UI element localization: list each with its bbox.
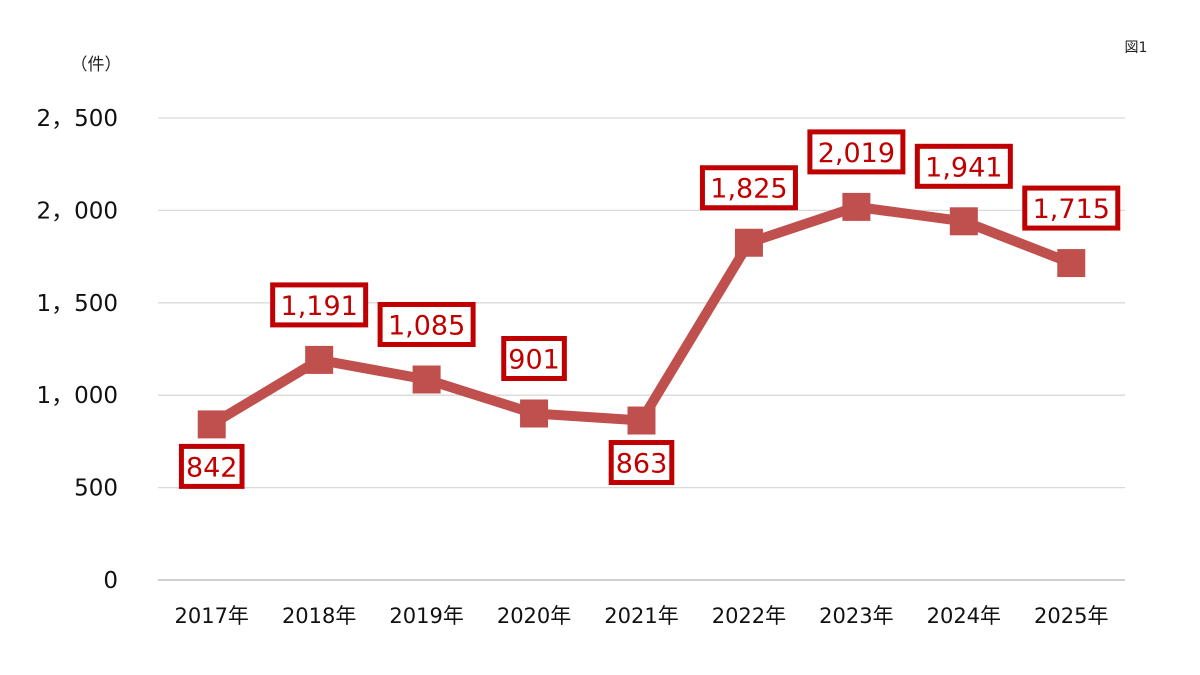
y-axis-unit: （件） <box>71 55 122 75</box>
data-label-text: 1,825 <box>710 174 787 205</box>
data-label-box <box>1022 185 1121 231</box>
data-label-text: 1,715 <box>1033 194 1110 225</box>
y-axis-ticks: 0 500 1，000 1，500 2，000 2，500 <box>36 106 118 594</box>
x-tick-label: 2023年 <box>819 604 893 628</box>
data-point <box>1057 249 1086 278</box>
data-label: 1,941 <box>914 143 1013 189</box>
y-tick-label: 500 <box>74 476 118 502</box>
data-label-box <box>807 129 906 175</box>
data-label: 901 <box>501 335 567 381</box>
data-label-text: 901 <box>508 344 560 375</box>
x-axis-ticks: 2017年 2018年 2019年 2020年 2021年 2022年 2023年 2024年… <box>174 604 1108 628</box>
data-label-text: 1,085 <box>388 310 465 341</box>
x-tick-label: 2018年 <box>282 604 356 628</box>
x-tick-label: 2020年 <box>497 604 571 628</box>
data-label-box <box>699 165 798 211</box>
data-point <box>627 406 656 435</box>
data-label-text: 1,941 <box>925 152 1002 183</box>
data-label-box <box>270 282 369 328</box>
data-label: 1,191 <box>270 282 369 328</box>
data-label-text: 2,019 <box>818 138 895 169</box>
series-group <box>197 192 1086 439</box>
x-tick-label: 2017年 <box>174 604 248 628</box>
y-tick-label: 1，000 <box>36 383 118 409</box>
data-label-box <box>608 440 675 486</box>
y-tick-label: 2，500 <box>36 106 118 132</box>
data-label: 863 <box>608 440 675 486</box>
figure-label: 図1 <box>1125 40 1148 56</box>
y-tick-label: 1，500 <box>36 291 118 317</box>
data-label: 2,019 <box>807 129 906 175</box>
y-tick-label: 2，000 <box>36 198 118 224</box>
data-label: 842 <box>178 443 245 489</box>
x-tick-label: 2021年 <box>604 604 678 628</box>
data-label-box <box>501 335 567 381</box>
data-label-box <box>377 301 476 347</box>
x-tick-label: 2024年 <box>927 604 1001 628</box>
y-tick-label: 0 <box>103 568 118 594</box>
data-point <box>734 228 763 257</box>
x-tick-label: 2022年 <box>712 604 786 628</box>
data-point <box>520 399 549 428</box>
data-point <box>412 365 441 394</box>
data-labels: 842 1,191 1,085 901 863 1,825 2,019 1,941 1,715 <box>178 129 1121 489</box>
data-label-box <box>178 443 245 489</box>
data-label-box <box>914 143 1013 189</box>
x-tick-label: 2025年 <box>1034 604 1108 628</box>
x-tick-label: 2019年 <box>389 604 463 628</box>
data-point <box>197 410 226 439</box>
data-point <box>305 345 334 374</box>
data-label: 1,825 <box>699 165 798 211</box>
data-label-text: 842 <box>186 452 238 483</box>
data-point <box>949 207 978 236</box>
data-label: 1,085 <box>377 301 476 347</box>
data-label-text: 1,191 <box>281 291 358 322</box>
data-point <box>842 192 871 221</box>
data-label-text: 863 <box>616 449 668 480</box>
data-label: 1,715 <box>1022 185 1121 231</box>
